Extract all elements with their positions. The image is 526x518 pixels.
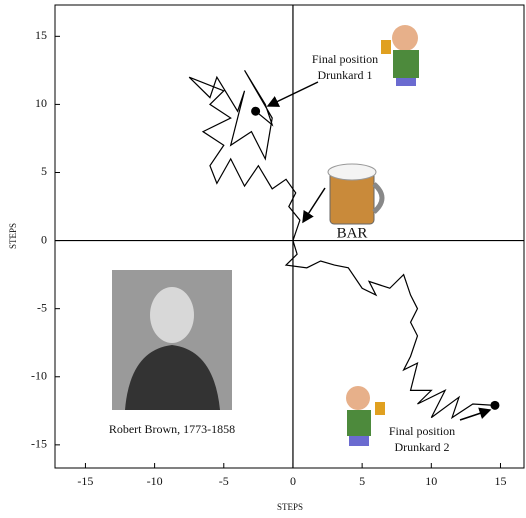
- y-tick-label: -5: [37, 300, 47, 314]
- y-tick-label: 0: [41, 232, 47, 246]
- y-tick-label: 5: [41, 164, 47, 178]
- x-tick-label: -10: [147, 474, 163, 488]
- y-tick-label: -15: [31, 437, 47, 451]
- x-tick-label: -15: [77, 474, 93, 488]
- arrow-bar: [303, 188, 325, 222]
- x-tick-label: -5: [219, 474, 229, 488]
- beer-handle: [374, 184, 382, 212]
- drunkard-2-icon: [346, 386, 385, 446]
- walk-line: [189, 70, 300, 240]
- x-axis-label: STEPS: [277, 502, 303, 512]
- final-position: [251, 107, 260, 116]
- annotation: Final position: [389, 424, 455, 438]
- chart: Final position Drunkard 1 BAR Robert Bro…: [0, 0, 526, 518]
- y-tick-label: 15: [35, 28, 47, 42]
- annotation: Final position: [312, 52, 378, 66]
- beer-foam: [328, 164, 376, 180]
- walk-line: [286, 241, 495, 418]
- x-tick-label: 5: [359, 474, 365, 488]
- arrow-2: [460, 410, 490, 420]
- portrait-face: [150, 287, 194, 343]
- annotation: BAR: [337, 225, 368, 241]
- y-axis-label: STEPS: [8, 223, 18, 249]
- x-tick-label: 10: [425, 474, 437, 488]
- y-tick-label: 10: [35, 96, 47, 110]
- drunkard-1-icon: [381, 25, 419, 86]
- y-tick-label: -10: [31, 369, 47, 383]
- x-tick-label: 0: [290, 474, 296, 488]
- final-position: [490, 401, 499, 410]
- x-tick-label: 15: [494, 474, 506, 488]
- annotation: Drunkard 1: [318, 68, 373, 82]
- annotation: Robert Brown, 1773-1858: [109, 422, 235, 436]
- annotation: Drunkard 2: [395, 440, 450, 454]
